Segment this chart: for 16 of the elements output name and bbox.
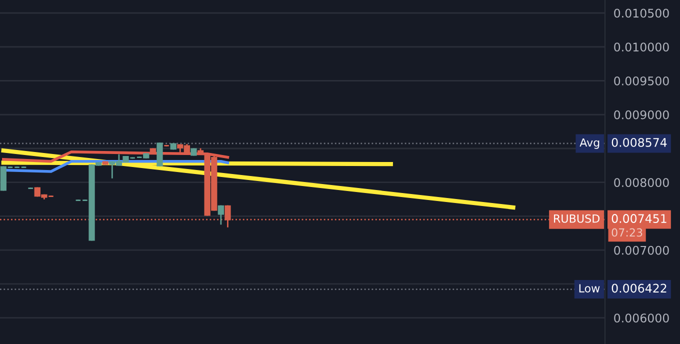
y-tick-label: 0.010000 [614, 42, 669, 52]
ref-line-label: Avg [580, 138, 600, 149]
text: 07:23 [612, 228, 642, 237]
y-tick-label: 0.006000 [614, 314, 669, 323]
ref-line-label: RUBUSD [554, 214, 600, 223]
text: 0.006422 [612, 284, 666, 293]
y-tick-label: 0.009500 [614, 76, 669, 86]
text: 0.008574 [612, 138, 667, 147]
text: 0.007451 [612, 214, 666, 223]
y-tick-label: 0.007000 [614, 246, 669, 255]
candlestick [156, 142, 163, 166]
y-tick-label: 0.010500 [614, 8, 669, 18]
ref-line-label: Low [579, 284, 600, 292]
y-tick-label: 0.009000 [614, 110, 669, 120]
candlestick [218, 205, 224, 225]
y-tick-label: 0.008000 [614, 178, 669, 188]
